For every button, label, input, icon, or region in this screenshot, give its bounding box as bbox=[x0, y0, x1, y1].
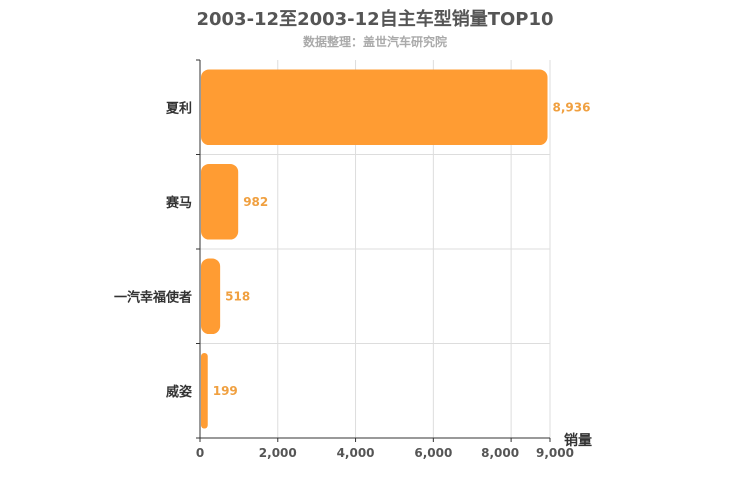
chart-subtitle: 数据整理：盖世汽车研究院 bbox=[302, 35, 447, 49]
data-label-0: 8,936 bbox=[553, 100, 591, 114]
x-tick-label-1: 2,000 bbox=[259, 446, 297, 460]
x-axis-title: 销量 bbox=[564, 432, 592, 449]
x-tick-label-5: 9,000 bbox=[536, 446, 574, 460]
x-tick-label-2: 4,000 bbox=[337, 446, 375, 460]
x-tick-label-0: 0 bbox=[196, 446, 204, 460]
x-tick-label-4: 8,000 bbox=[481, 446, 519, 460]
category-label-1: 赛马 bbox=[165, 195, 192, 211]
bar-2 bbox=[201, 258, 221, 335]
bar-1 bbox=[201, 163, 239, 240]
data-label-2: 518 bbox=[225, 289, 250, 303]
x-tick-label-3: 6,000 bbox=[414, 446, 452, 460]
chart-title: 2003-12至2003-12自主车型销量TOP10 bbox=[196, 9, 554, 30]
bar-0 bbox=[201, 69, 548, 146]
category-label-3: 威姿 bbox=[166, 384, 192, 400]
bar-3 bbox=[201, 352, 208, 429]
data-label-1: 982 bbox=[243, 195, 268, 209]
data-label-3: 199 bbox=[213, 384, 238, 398]
category-label-0: 夏利 bbox=[165, 100, 192, 116]
category-label-2: 一汽幸福使者 bbox=[114, 289, 192, 305]
